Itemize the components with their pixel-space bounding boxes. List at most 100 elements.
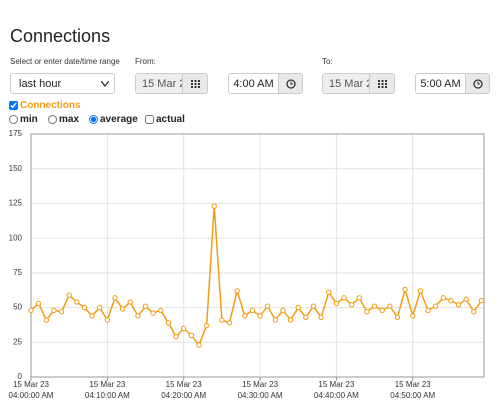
data-point bbox=[348, 302, 355, 308]
data-point bbox=[203, 322, 210, 329]
series-toggle[interactable]: Connections bbox=[9, 100, 81, 111]
page-title: Connections bbox=[10, 26, 111, 46]
preset-value: last hour bbox=[19, 78, 62, 90]
data-point bbox=[318, 314, 324, 320]
data-point bbox=[127, 299, 133, 305]
mode-input[interactable] bbox=[48, 115, 57, 124]
data-point bbox=[257, 313, 263, 319]
to-time-button[interactable] bbox=[465, 73, 490, 94]
data-point bbox=[310, 303, 317, 309]
mode-input[interactable] bbox=[89, 115, 98, 124]
data-point bbox=[333, 300, 340, 307]
data-point bbox=[303, 314, 309, 320]
mode-option[interactable]: actual bbox=[145, 114, 185, 125]
data-point bbox=[402, 286, 408, 293]
calendar-icon bbox=[377, 79, 387, 88]
dropdown-arrow bbox=[101, 81, 109, 87]
data-point bbox=[295, 304, 301, 311]
mode-option[interactable]: min bbox=[9, 114, 38, 125]
clock-icon bbox=[285, 78, 296, 89]
data-point bbox=[249, 307, 256, 314]
series-line bbox=[30, 206, 483, 347]
data-point bbox=[74, 299, 80, 305]
mode-input[interactable] bbox=[145, 115, 154, 124]
data-point bbox=[356, 295, 362, 301]
to-date-button[interactable] bbox=[369, 73, 395, 94]
from-date-button[interactable] bbox=[182, 73, 208, 94]
data-point bbox=[341, 295, 347, 301]
data-point bbox=[196, 342, 202, 348]
data-point bbox=[158, 307, 164, 314]
x-tick-label: 15 Mar 23 bbox=[166, 380, 203, 389]
y-tick-label: 125 bbox=[9, 199, 23, 208]
data-point bbox=[173, 334, 179, 340]
from-label: From: bbox=[135, 57, 156, 66]
data-point bbox=[234, 288, 240, 294]
data-point bbox=[394, 314, 401, 320]
data-point bbox=[211, 203, 217, 209]
y-tick-label: 75 bbox=[13, 268, 22, 277]
plot-border bbox=[30, 133, 485, 378]
x-tick-label: 04:00:00 AM bbox=[9, 391, 54, 400]
data-point bbox=[112, 295, 118, 301]
data-point bbox=[28, 307, 34, 314]
data-point bbox=[97, 304, 103, 311]
data-point bbox=[51, 307, 57, 314]
y-tick-label: 175 bbox=[9, 129, 23, 138]
x-tick-label: 15 Mar 23 bbox=[89, 380, 126, 389]
data-point bbox=[387, 303, 393, 309]
data-point bbox=[417, 288, 424, 294]
data-point bbox=[89, 313, 95, 319]
to-label: To: bbox=[322, 57, 333, 66]
data-point bbox=[219, 317, 225, 323]
from-time-button[interactable] bbox=[278, 73, 303, 94]
data-point bbox=[425, 307, 431, 314]
data-point bbox=[135, 313, 141, 319]
series-checkbox[interactable] bbox=[9, 101, 18, 110]
from-time-input[interactable]: 4:00 AM bbox=[228, 73, 279, 94]
data-point bbox=[104, 317, 111, 323]
mode-option[interactable]: average bbox=[89, 114, 138, 125]
y-tick-label: 50 bbox=[13, 303, 22, 312]
data-point bbox=[150, 310, 156, 316]
data-point bbox=[280, 307, 286, 314]
data-point bbox=[81, 304, 88, 311]
data-point bbox=[119, 306, 126, 312]
data-point bbox=[35, 300, 42, 307]
data-point bbox=[287, 317, 294, 323]
from-date-input[interactable]: 15 Mar 23 bbox=[135, 73, 183, 94]
x-tick-label: 04:50:00 AM bbox=[390, 391, 435, 400]
to-date-input[interactable]: 15 Mar 23 bbox=[322, 73, 370, 94]
data-point bbox=[180, 325, 187, 332]
preset-select[interactable]: last hour bbox=[10, 73, 115, 94]
data-point bbox=[379, 307, 385, 314]
to-time-input[interactable]: 5:00 AM bbox=[415, 73, 466, 94]
data-point bbox=[448, 297, 454, 304]
data-point bbox=[440, 295, 446, 301]
x-tick-label: 04:30:00 AM bbox=[238, 391, 283, 400]
mode-input[interactable] bbox=[9, 115, 18, 124]
data-point bbox=[142, 303, 149, 309]
data-point bbox=[66, 292, 72, 298]
data-point bbox=[478, 297, 485, 304]
x-tick-label: 04:10:00 AM bbox=[85, 391, 130, 400]
mode-label: average bbox=[100, 114, 138, 125]
y-tick-label: 25 bbox=[13, 337, 22, 346]
y-tick-label: 100 bbox=[9, 233, 23, 242]
data-point bbox=[242, 313, 248, 319]
data-point bbox=[188, 332, 195, 339]
calendar-icon bbox=[190, 79, 200, 88]
x-tick-label: 04:20:00 AM bbox=[161, 391, 206, 400]
data-point bbox=[43, 317, 49, 323]
data-point bbox=[463, 296, 469, 302]
data-point bbox=[455, 302, 462, 308]
range-label: Select or enter date/time range bbox=[10, 57, 120, 66]
data-point bbox=[165, 320, 172, 326]
legend-label: Connections bbox=[20, 100, 81, 111]
mode-option[interactable]: max bbox=[48, 114, 79, 125]
x-tick-label: 15 Mar 23 bbox=[395, 380, 432, 389]
data-point bbox=[58, 309, 65, 315]
